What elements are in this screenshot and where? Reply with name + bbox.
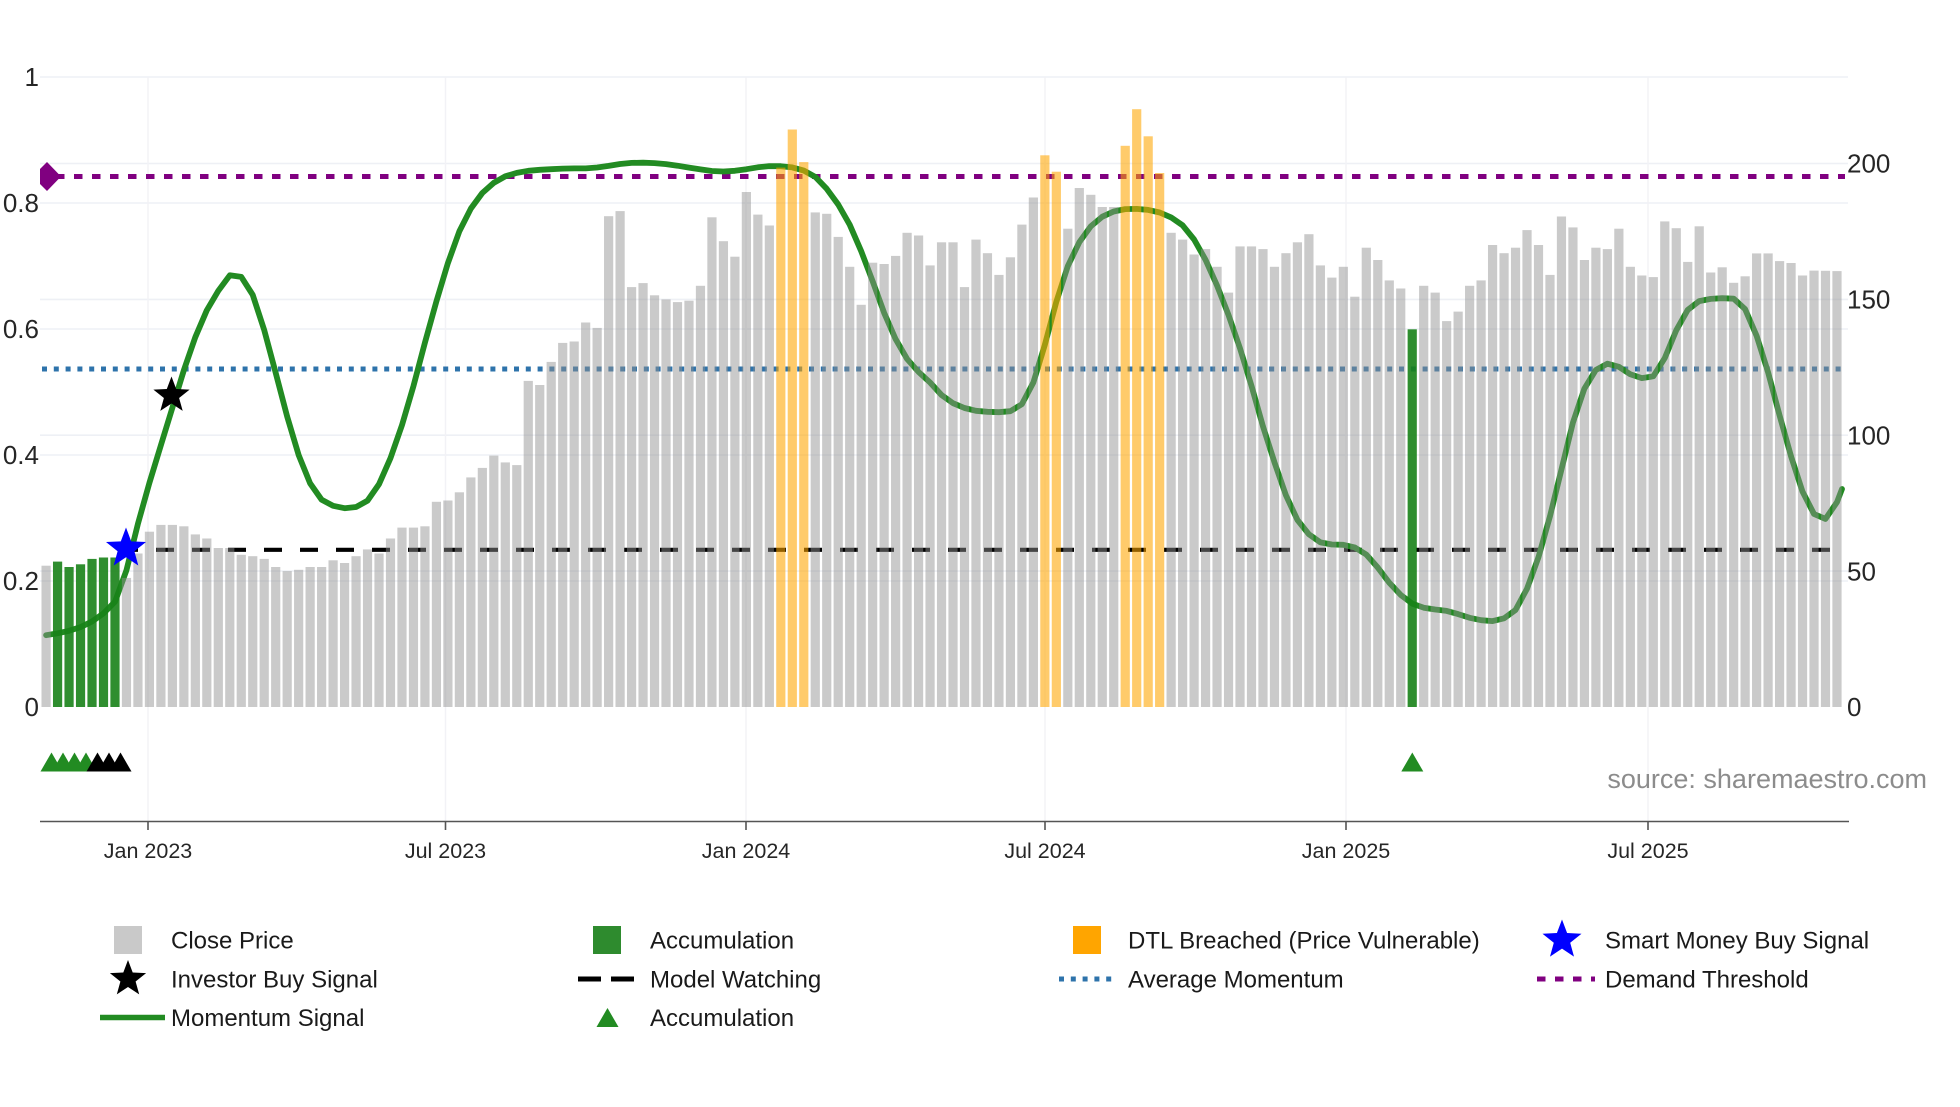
svg-text:Close Price: Close Price [171, 928, 294, 955]
svg-text:200: 200 [1847, 149, 1890, 179]
svg-text:Jan 2024: Jan 2024 [702, 839, 791, 863]
svg-text:0.8: 0.8 [3, 188, 39, 218]
svg-text:0.4: 0.4 [3, 440, 39, 470]
svg-text:1: 1 [25, 62, 39, 92]
svg-text:DTL Breached (Price Vulnerable: DTL Breached (Price Vulnerable) [1128, 928, 1480, 955]
svg-text:source: sharemaestro.com: source: sharemaestro.com [1607, 764, 1927, 794]
svg-text:Average Momentum: Average Momentum [1128, 967, 1344, 994]
svg-text:Jul 2024: Jul 2024 [1004, 839, 1085, 863]
svg-text:Jan 2025: Jan 2025 [1302, 839, 1391, 863]
svg-text:Investor Buy Signal: Investor Buy Signal [171, 967, 378, 994]
svg-text:0.6: 0.6 [3, 314, 39, 344]
svg-text:150: 150 [1847, 285, 1890, 315]
svg-text:Jul 2025: Jul 2025 [1607, 839, 1688, 863]
svg-text:0: 0 [25, 692, 39, 722]
svg-text:0.2: 0.2 [3, 566, 39, 596]
svg-text:100: 100 [1847, 420, 1890, 450]
svg-text:50: 50 [1847, 556, 1876, 586]
svg-text:Accumulation: Accumulation [650, 928, 794, 955]
svg-text:Accumulation: Accumulation [650, 1005, 794, 1032]
svg-text:Jul 2023: Jul 2023 [405, 839, 486, 863]
svg-text:Smart Money Buy Signal: Smart Money Buy Signal [1605, 928, 1869, 955]
svg-text:0: 0 [1847, 692, 1861, 722]
svg-text:Model Watching: Model Watching [650, 967, 821, 994]
svg-text:Momentum Signal: Momentum Signal [171, 1005, 364, 1032]
svg-text:Jan 2023: Jan 2023 [104, 839, 193, 863]
svg-text:Demand Threshold: Demand Threshold [1605, 967, 1809, 994]
